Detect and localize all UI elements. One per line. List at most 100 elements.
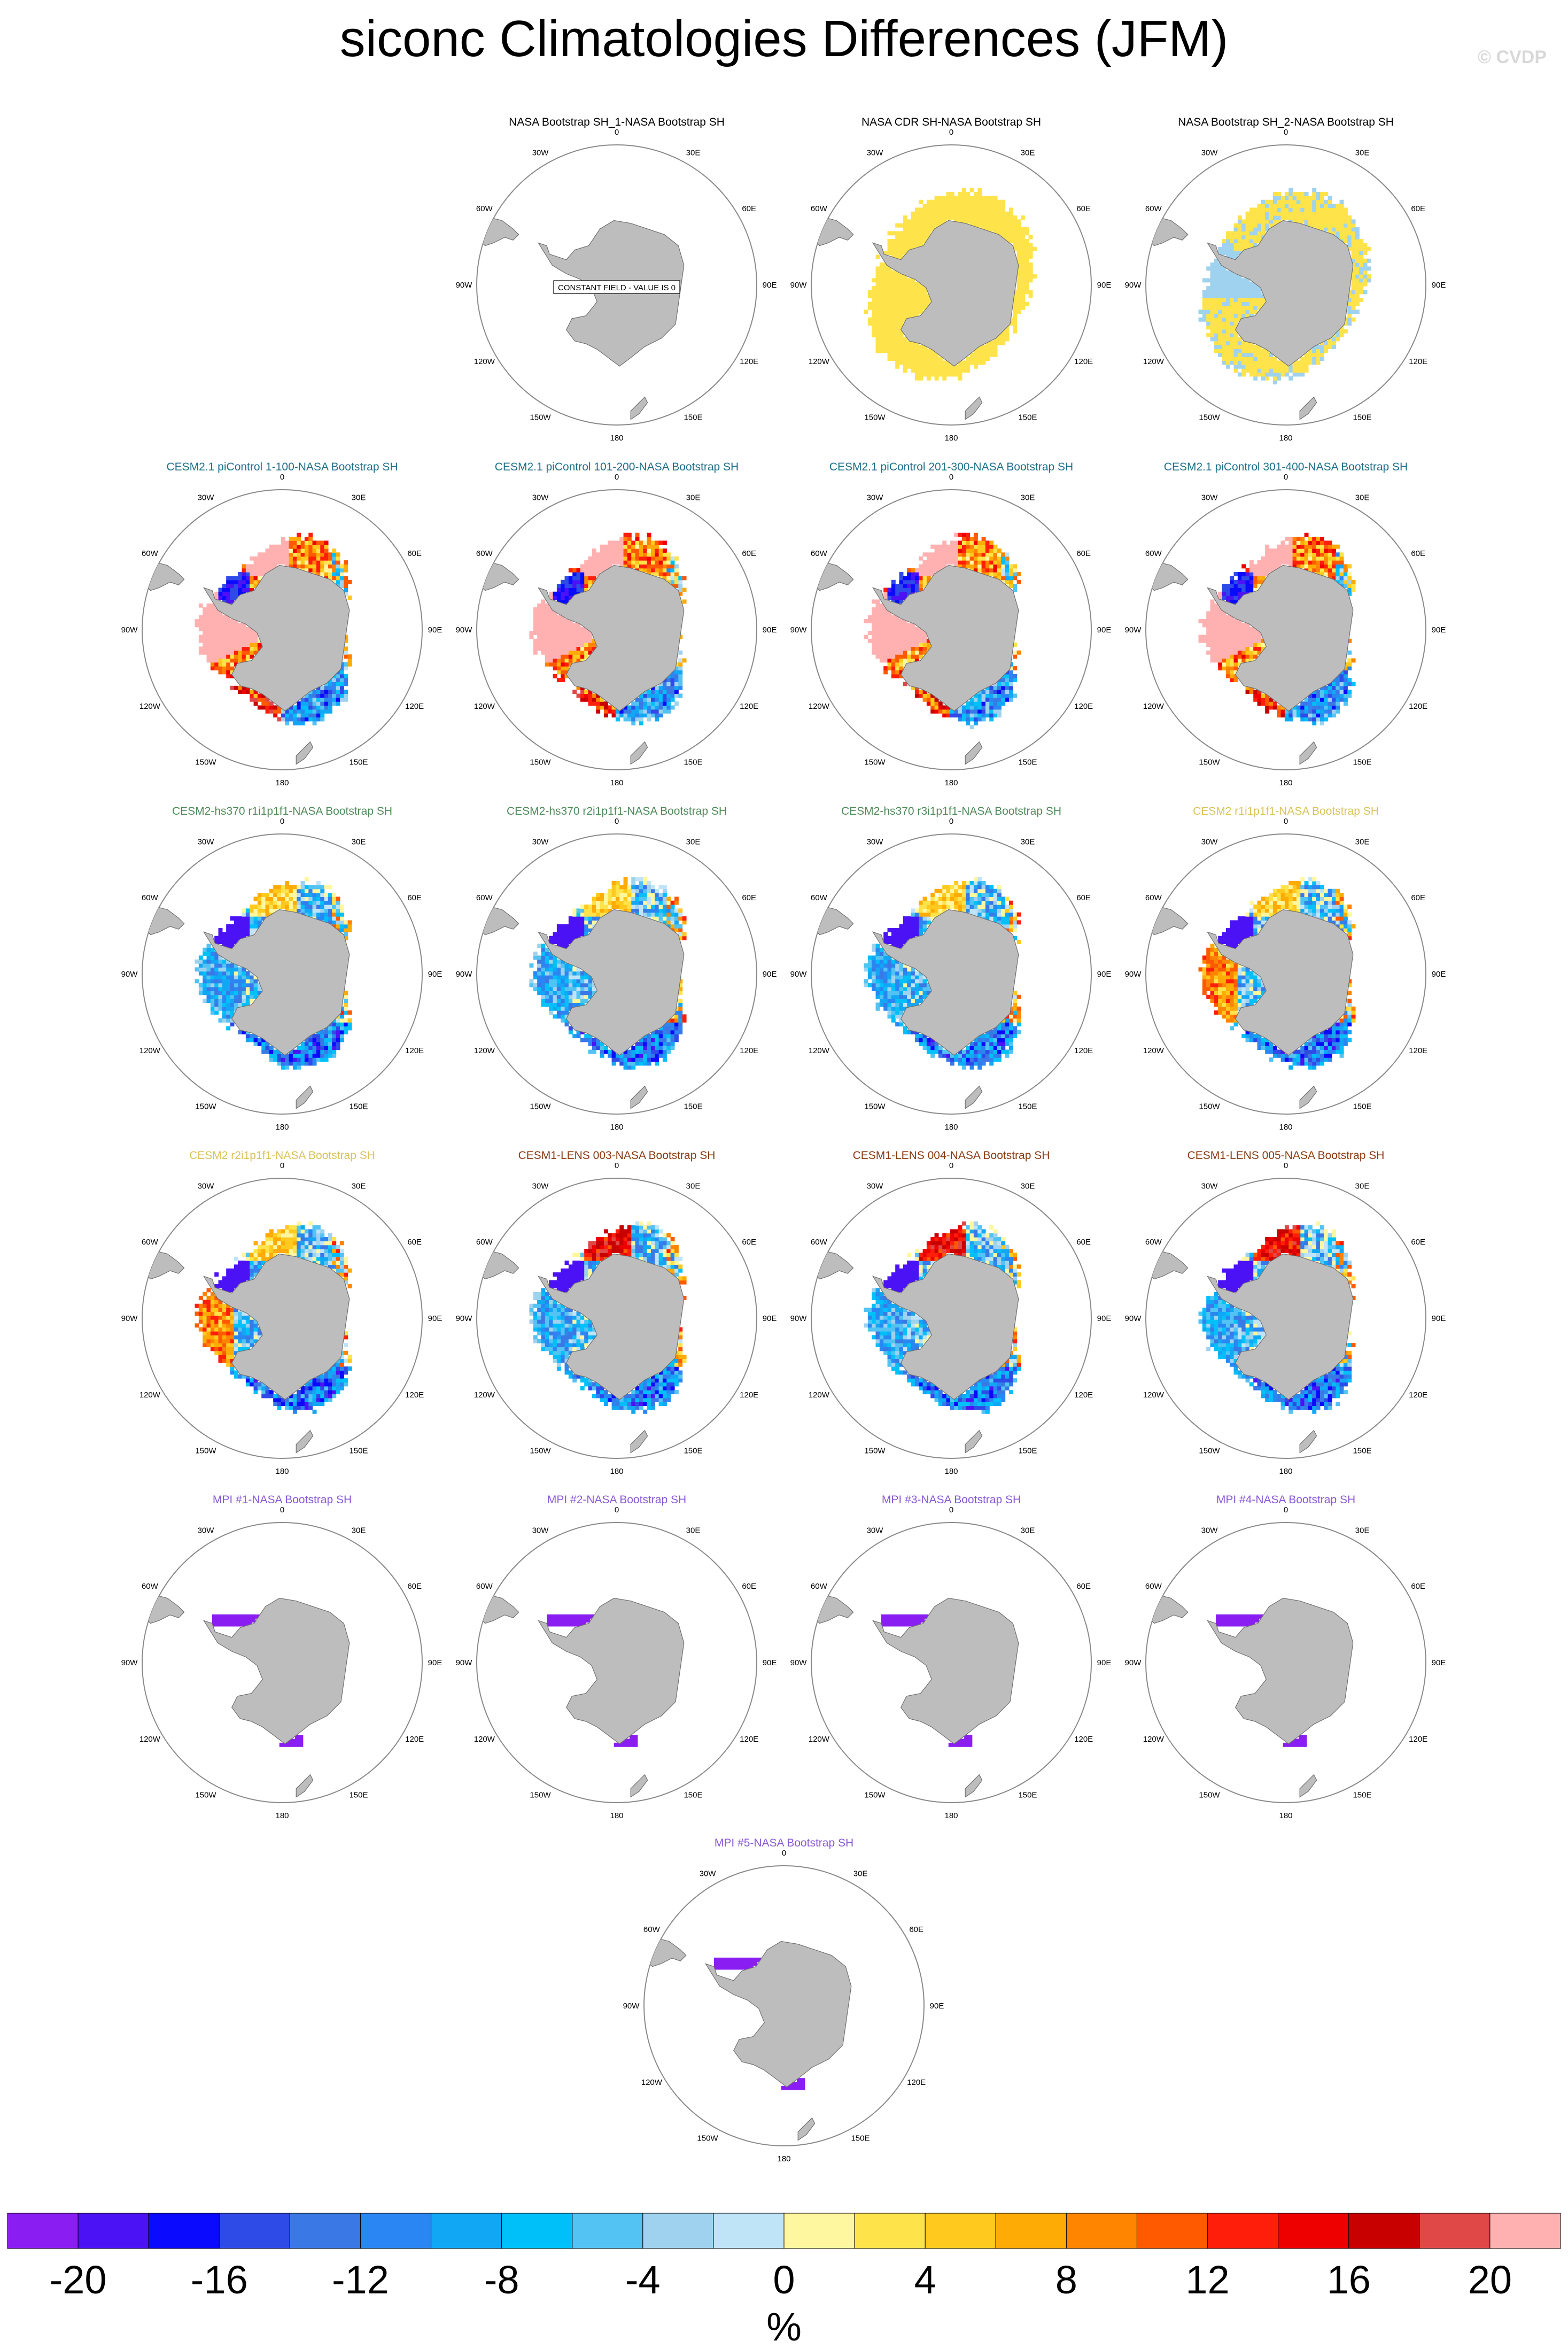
lon-label: 150W [195, 758, 216, 767]
lon-label: 30E [1021, 837, 1035, 846]
lon-label: 90W [1125, 1314, 1142, 1323]
lon-label: 90E [1432, 625, 1446, 635]
colorbar-box [219, 2213, 290, 2249]
lon-label: 60E [742, 1238, 756, 1247]
lon-label: 180 [610, 1123, 623, 1132]
lon-label: 60E [1076, 893, 1091, 902]
colorbar-tick-label: 16 [1327, 2258, 1371, 2302]
lon-label: 150E [684, 758, 702, 767]
lon-label: 60E [1411, 893, 1425, 902]
lon-label: 30E [1021, 1526, 1035, 1535]
lon-label: 120W [1143, 1390, 1165, 1400]
sea-ice-field [864, 877, 1021, 1070]
colorbar-box [289, 2213, 361, 2249]
lon-label: 60W [476, 1238, 493, 1247]
lon-label: 120E [740, 702, 758, 711]
lon-label: 120E [1074, 702, 1093, 711]
lon-label: 60E [407, 1582, 422, 1591]
lon-label: 120W [474, 1390, 495, 1400]
map-panel: CESM2.1 piControl 101-200-NASA Bootstrap… [456, 461, 777, 787]
lon-label: 0 [949, 1161, 953, 1170]
colorbar-box [642, 2213, 714, 2249]
lon-label: 120W [474, 1735, 495, 1744]
sea-ice-field [547, 1614, 638, 1747]
lon-label: 150E [349, 1791, 368, 1800]
lon-label: 30W [867, 148, 884, 157]
colorbar-box [1066, 2213, 1137, 2249]
panel-title: MPI #5-NASA Bootstrap SH [715, 1837, 853, 1849]
lon-label: 120E [405, 1735, 424, 1744]
lon-label: 150E [1018, 1102, 1037, 1111]
panel-title: NASA Bootstrap SH_1-NASA Bootstrap SH [509, 116, 725, 128]
panel-title: CESM1-LENS 004-NASA Bootstrap SH [853, 1149, 1050, 1162]
lon-label: 150E [684, 413, 702, 422]
lon-label: 90W [456, 1314, 473, 1323]
panel-title: MPI #2-NASA Bootstrap SH [547, 1494, 686, 1506]
lon-label: 150E [1018, 758, 1037, 767]
map-panel: MPI #2-NASA Bootstrap SH0 30E 60E 90E 120E 15… [456, 1494, 777, 1820]
sea-ice-field [714, 1957, 805, 2090]
map-panel: NASA Bootstrap SH_2-NASA Bootstrap SH0 30… [1125, 116, 1446, 443]
sea-ice-field [881, 1614, 973, 1747]
lon-label: 120E [405, 702, 424, 711]
panel-title: CESM2 r2i1p1f1-NASA Bootstrap SH [189, 1149, 375, 1162]
lon-label: 0 [1284, 128, 1288, 137]
sea-ice-field [864, 532, 1021, 730]
lon-label: 120W [139, 702, 161, 711]
colorbar-box [713, 2213, 785, 2249]
lon-label: 60W [142, 1582, 159, 1591]
lon-label: 180 [275, 1467, 289, 1476]
lon-label: 60E [909, 1925, 923, 1934]
lon-label: 180 [610, 1811, 623, 1820]
lon-label: 90E [1097, 1658, 1112, 1667]
lon-label: 30E [1021, 148, 1035, 157]
colorbar-box [1278, 2213, 1349, 2249]
lon-label: 180 [275, 1123, 289, 1132]
lon-label: 60W [1145, 204, 1162, 213]
lon-label: 90W [456, 970, 473, 979]
lon-label: 60W [1145, 893, 1162, 902]
lon-label: 60E [1411, 204, 1425, 213]
lon-label: 30E [1355, 1181, 1370, 1191]
map-panel: CESM2-hs370 r1i1p1f1-NASA Bootstrap SH0 3… [121, 805, 443, 1132]
map-panel: CESM2-hs370 r3i1p1f1-NASA Bootstrap SH0 3… [790, 805, 1112, 1132]
lon-label: 90E [930, 2002, 944, 2011]
colorbar-tick-label: -4 [625, 2258, 661, 2302]
lon-label: 30W [867, 1526, 884, 1535]
map-panel: CESM1-LENS 005-NASA Bootstrap SH0 30E 60E 9… [1125, 1149, 1446, 1476]
panel-title: CESM2 r1i1p1f1-NASA Bootstrap SH [1193, 805, 1379, 817]
lon-label: 150W [530, 1102, 551, 1111]
lon-label: 30E [1355, 148, 1370, 157]
map-panel: MPI #3-NASA Bootstrap SH0 30E 60E 90E 120E 15… [790, 1494, 1112, 1820]
lon-label: 30E [352, 837, 366, 846]
colorbar-box [77, 2213, 149, 2249]
map-panel: CESM2 r1i1p1f1-NASA Bootstrap SH0 30E 60E 9… [1125, 805, 1446, 1132]
sea-ice-field [1198, 188, 1371, 385]
land-mask [479, 562, 704, 765]
colorbar-box [995, 2213, 1067, 2249]
lon-label: 150W [1199, 1447, 1220, 1456]
lon-label: 180 [610, 778, 623, 787]
panel-title: CESM2-hs370 r1i1p1f1-NASA Bootstrap SH [172, 805, 392, 817]
lon-label: 0 [615, 1161, 619, 1170]
lon-label: 90E [1097, 625, 1112, 635]
colorbar-unit: % [766, 2305, 802, 2349]
lon-label: 120W [1143, 1046, 1165, 1055]
lon-label: 0 [280, 473, 284, 482]
lon-label: 60W [811, 549, 828, 558]
sea-ice-field [864, 1221, 1021, 1414]
lon-label: 60W [811, 1582, 828, 1591]
colorbar-tick-label: 0 [773, 2258, 795, 2302]
constant-field-box [553, 280, 680, 294]
colorbar-box [431, 2213, 502, 2249]
lon-label: 120E [405, 1046, 424, 1055]
lon-label: 180 [610, 434, 623, 443]
lon-label: 120E [740, 1735, 758, 1744]
lon-label: 120E [1409, 1735, 1427, 1744]
lon-label: 90W [1125, 1658, 1142, 1667]
lon-label: 180 [777, 2154, 790, 2163]
lon-label: 60E [742, 893, 756, 902]
lon-label: 0 [949, 473, 953, 482]
lon-label: 180 [944, 1811, 958, 1820]
